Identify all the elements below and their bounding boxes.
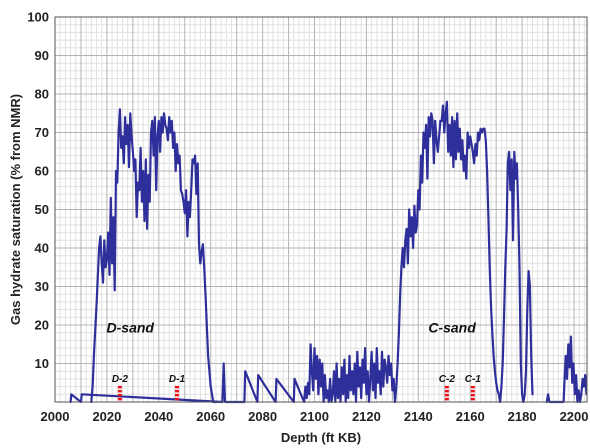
y-tick-label: 90: [35, 48, 49, 63]
y-tick-label: 80: [35, 87, 49, 102]
x-tick-label: 2000: [41, 409, 70, 424]
plot-frame: [54, 16, 588, 403]
y-tick-labels: 10 20 30 40 50 60 70 80 90 100: [27, 10, 49, 372]
x-tick-label: 2100: [300, 409, 329, 424]
sample-label-d-1: D-1: [169, 374, 186, 385]
x-tick-label: 2180: [508, 409, 537, 424]
sand-annotations: D-sand C-sand: [107, 320, 477, 336]
x-tick-label: 2020: [92, 409, 121, 424]
y-axis-title: Gas hydrate saturation (% from NMR): [8, 94, 23, 325]
sample-markers: D-2 D-1 C-2 C-1: [112, 374, 481, 402]
x-tick-labels: 2000 2020 2040 2060 2080 2100 2120 2140 2160 2180…: [41, 409, 589, 424]
y-tick-label: 100: [27, 10, 49, 25]
y-tick-label: 30: [35, 279, 49, 294]
y-tick-label: 60: [35, 164, 49, 179]
saturation-line-segment-2: [393, 100, 534, 404]
major-grid: [54, 16, 587, 403]
y-tick-label: 70: [35, 125, 49, 140]
x-tick-label: 2080: [248, 409, 277, 424]
annotation-c-sand: C-sand: [428, 320, 476, 336]
sample-label-c-2: C-2: [439, 374, 456, 385]
x-tick-label: 2040: [144, 409, 173, 424]
x-tick-label: 2140: [404, 409, 433, 424]
y-tick-label: 40: [35, 241, 49, 256]
saturation-line-segment-3: [69, 343, 397, 404]
sample-label-d-2: D-2: [112, 374, 129, 385]
y-tick-label: 10: [35, 356, 49, 371]
x-tick-label: 2060: [196, 409, 225, 424]
y-tick-label: 50: [35, 202, 49, 217]
y-tick-label: 20: [35, 318, 49, 333]
x-tick-label: 2120: [352, 409, 381, 424]
sample-label-c-1: C-1: [465, 374, 482, 385]
saturation-line-segment-1: [90, 108, 219, 404]
annotation-d-sand: D-sand: [107, 320, 155, 336]
x-axis-title: Depth (ft KB): [281, 430, 361, 445]
x-tick-label: 2200: [560, 409, 589, 424]
x-tick-label: 2160: [456, 409, 485, 424]
